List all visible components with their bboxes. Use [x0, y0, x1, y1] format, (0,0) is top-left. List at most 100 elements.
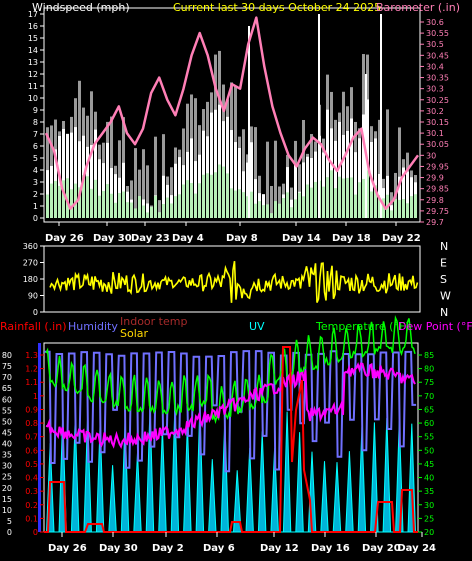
gust-bar: [130, 180, 133, 218]
wind-bar: [322, 152, 325, 218]
dew-point-path: [45, 361, 416, 450]
baro-tick-30.4: 30.4: [426, 62, 444, 71]
avg-wind-bar: [222, 166, 225, 218]
wind-bar: [102, 163, 105, 218]
avg-wind-bar: [366, 170, 369, 218]
temp-date-label: Day 16: [311, 543, 350, 554]
gust-spike: [365, 74, 367, 218]
temp-date-label: Day 12: [260, 543, 299, 554]
wind-date-label: Day 26: [45, 233, 84, 244]
avg-wind-bar: [230, 188, 233, 218]
wind-bar: [294, 165, 297, 218]
hum-tick-30: 30: [2, 462, 12, 471]
hum-tick-55: 55: [2, 406, 12, 415]
wind-bar: [398, 176, 401, 218]
rain-tick-0.8: 0.8: [25, 419, 38, 428]
hum-tick-15: 15: [2, 495, 12, 504]
avg-wind-bar: [158, 212, 161, 218]
wind-tick-9: 9: [33, 106, 38, 115]
avg-wind-bar: [282, 198, 285, 218]
avg-wind-bar: [162, 204, 165, 218]
avg-wind-bar: [410, 196, 413, 218]
wind-date-labels: Day 26 Day 30 Day 23 Day 4 Day 8 Day 14 Day 18…: [45, 222, 421, 244]
wind-bar: [194, 161, 197, 218]
baro-tick-30.6: 30.6: [426, 18, 444, 27]
dir-tick-180: 180: [23, 275, 38, 284]
avg-wind-bar: [106, 184, 109, 218]
avg-wind-bar: [342, 178, 345, 218]
avg-wind-bar: [382, 198, 385, 218]
wind-tick-12: 12: [28, 70, 38, 79]
wind-bar: [246, 162, 249, 218]
avg-wind-bar: [350, 177, 353, 218]
temp-tick-45: 45: [424, 460, 434, 469]
avg-wind-bar: [362, 178, 365, 218]
hum-tick-60: 60: [2, 395, 12, 404]
baro-tick-30.15: 30.15: [426, 118, 449, 127]
rain-tick-0.6: 0.6: [25, 446, 38, 455]
avg-wind-bar: [110, 193, 113, 218]
hum-tick-25: 25: [2, 473, 12, 482]
wind-tick-10: 10: [28, 94, 38, 103]
rain-tick-1.3: 1.3: [25, 351, 38, 360]
avg-wind-bar: [234, 190, 237, 218]
wind-bar: [90, 145, 93, 218]
avg-wind-bar: [70, 189, 73, 218]
wind-bar: [210, 112, 213, 218]
wind-bar: [362, 114, 365, 218]
gust-bar: [142, 149, 145, 218]
wind-bar: [110, 168, 113, 218]
wind-bar: [106, 142, 109, 218]
gust-bar: [378, 119, 381, 218]
avg-wind-bar: [370, 191, 373, 218]
rain-tick-0.2: 0.2: [25, 501, 38, 510]
avg-wind-bar: [238, 189, 241, 218]
gust-spike: [380, 14, 382, 218]
avg-wind-bar: [330, 170, 333, 218]
avg-wind-bar: [126, 202, 129, 218]
avg-wind-bar: [294, 199, 297, 218]
rain-tick-0.9: 0.9: [25, 405, 38, 414]
baro-tick-30.2: 30.2: [426, 107, 444, 116]
avg-wind-bar: [394, 199, 397, 218]
avg-wind-bar: [322, 186, 325, 218]
avg-wind-bar: [254, 203, 257, 218]
wind-bar: [326, 109, 329, 218]
dir-tick-0: 0: [33, 308, 38, 317]
avg-wind-bar: [206, 173, 209, 218]
gust-spike: [318, 14, 320, 218]
avg-wind-bar: [86, 176, 89, 218]
compass-S: S: [440, 273, 447, 286]
wind-date-label: Day 30: [93, 233, 132, 244]
gust-bar: [110, 116, 113, 218]
temp-tick-70: 70: [424, 392, 434, 401]
temp-date-label: Day 2: [152, 543, 184, 554]
wind-tick-0: 0: [33, 214, 38, 223]
avg-wind-bar: [98, 195, 101, 218]
wind-bar: [46, 170, 49, 218]
wind-bar: [146, 203, 149, 218]
hum-tick-40: 40: [2, 440, 12, 449]
wind-bar: [94, 129, 97, 218]
avg-wind-bar: [122, 191, 125, 218]
hum-tick-35: 35: [2, 451, 12, 460]
compass-E: E: [440, 257, 447, 270]
dir-tick-270: 270: [23, 259, 38, 268]
wind-bar: [350, 118, 353, 218]
wind-bar: [358, 138, 361, 218]
rain-tick-1.2: 1.2: [25, 365, 38, 374]
wind-bar: [254, 179, 257, 218]
avg-wind-bar: [46, 194, 49, 218]
humidity-y-ticks: 0 5 10 15 20 25 30 35 40 45 50 55 60 65 70 75 80: [2, 351, 12, 537]
rain-tick-0.1: 0.1: [25, 514, 38, 523]
temp-tick-50: 50: [424, 446, 434, 455]
wind-date-label: Day 22: [382, 233, 421, 244]
avg-wind-bar: [298, 192, 301, 218]
wind-panel-frame: [43, 7, 421, 223]
hum-tick-50: 50: [2, 417, 12, 426]
wind-bar: [202, 130, 205, 218]
avg-wind-bar: [258, 201, 261, 218]
hum-tick-5: 5: [7, 517, 12, 526]
